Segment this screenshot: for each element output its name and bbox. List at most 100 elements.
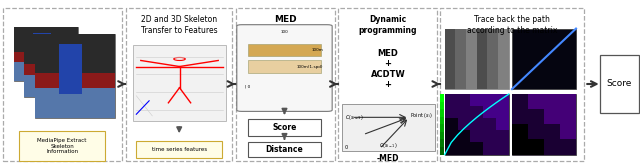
- Bar: [445, 106, 458, 118]
- Bar: [136, 141, 223, 158]
- Bar: [35, 34, 115, 118]
- Bar: [445, 29, 509, 89]
- Bar: [560, 124, 576, 139]
- Text: -MED: -MED: [376, 154, 399, 163]
- Bar: [470, 130, 483, 142]
- Bar: [248, 119, 321, 136]
- Bar: [560, 139, 576, 155]
- Bar: [440, 147, 444, 155]
- Bar: [470, 142, 483, 155]
- FancyBboxPatch shape: [600, 55, 639, 113]
- Bar: [24, 34, 88, 64]
- Text: Trace back the path
according to the matrix: Trace back the path according to the mat…: [467, 15, 557, 34]
- Text: MED
+
ACDTW
+: MED + ACDTW +: [371, 49, 405, 89]
- Bar: [483, 106, 496, 118]
- Bar: [440, 139, 444, 147]
- Bar: [512, 124, 528, 139]
- Bar: [496, 118, 509, 130]
- Bar: [440, 132, 444, 139]
- Text: $C(s_{i-1})$: $C(s_{i-1})$: [380, 141, 398, 150]
- FancyBboxPatch shape: [3, 8, 122, 161]
- Text: 2D and 3D Skeleton
Transfer to Features: 2D and 3D Skeleton Transfer to Features: [141, 15, 218, 34]
- Bar: [512, 94, 528, 109]
- Bar: [483, 130, 496, 142]
- Bar: [445, 94, 509, 155]
- Bar: [440, 124, 444, 132]
- Bar: [458, 94, 470, 106]
- Bar: [440, 102, 444, 109]
- Bar: [512, 109, 528, 124]
- Bar: [14, 27, 78, 52]
- FancyBboxPatch shape: [338, 8, 437, 161]
- Bar: [498, 29, 509, 89]
- Bar: [342, 104, 435, 151]
- Text: $C(s_{i-1})$: $C(s_{i-1})$: [345, 113, 364, 122]
- Bar: [248, 142, 321, 157]
- Bar: [248, 44, 321, 56]
- Text: 100: 100: [280, 30, 289, 34]
- Bar: [483, 142, 496, 155]
- FancyBboxPatch shape: [236, 8, 335, 161]
- Bar: [466, 29, 477, 89]
- Bar: [544, 109, 560, 124]
- Bar: [458, 106, 470, 118]
- Bar: [33, 33, 51, 66]
- Bar: [496, 142, 509, 155]
- Bar: [440, 94, 444, 102]
- Bar: [512, 29, 576, 89]
- Bar: [488, 29, 498, 89]
- Text: 0: 0: [345, 145, 348, 150]
- Text: MED: MED: [274, 15, 297, 24]
- Bar: [35, 73, 115, 88]
- Bar: [14, 62, 78, 81]
- Bar: [24, 64, 88, 75]
- Bar: [496, 94, 509, 106]
- Text: | 0: | 0: [245, 85, 250, 89]
- Bar: [470, 118, 483, 130]
- Bar: [477, 29, 488, 89]
- Bar: [445, 130, 458, 142]
- Bar: [483, 118, 496, 130]
- Bar: [133, 45, 226, 121]
- Bar: [44, 41, 61, 80]
- Bar: [458, 142, 470, 155]
- Text: Distance: Distance: [266, 145, 303, 154]
- Bar: [496, 106, 509, 118]
- Bar: [35, 88, 115, 118]
- Bar: [24, 34, 88, 97]
- Bar: [458, 130, 470, 142]
- Bar: [445, 142, 458, 155]
- Bar: [544, 124, 560, 139]
- Bar: [445, 118, 458, 130]
- Bar: [35, 34, 115, 73]
- Text: time series features: time series features: [152, 147, 207, 152]
- Bar: [496, 130, 509, 142]
- Text: Dynamic
programming: Dynamic programming: [358, 15, 417, 34]
- FancyBboxPatch shape: [126, 8, 232, 161]
- Bar: [24, 75, 88, 97]
- Bar: [528, 124, 544, 139]
- Bar: [528, 139, 544, 155]
- Bar: [440, 117, 444, 124]
- Bar: [470, 106, 483, 118]
- Bar: [512, 139, 528, 155]
- Text: Point $(s_i)$: Point $(s_i)$: [410, 111, 433, 120]
- Text: Score: Score: [272, 123, 297, 132]
- Text: 100m: 100m: [311, 48, 323, 52]
- Bar: [60, 44, 82, 94]
- Bar: [445, 94, 458, 106]
- Text: Score: Score: [607, 79, 632, 89]
- Bar: [19, 131, 105, 161]
- Bar: [248, 60, 321, 73]
- Bar: [560, 94, 576, 109]
- Bar: [528, 109, 544, 124]
- Bar: [14, 52, 78, 62]
- Bar: [14, 27, 78, 81]
- Bar: [528, 94, 544, 109]
- Text: MediaPipe Extract
Skeleton
Information: MediaPipe Extract Skeleton Information: [37, 138, 87, 154]
- Bar: [445, 29, 456, 89]
- Bar: [512, 94, 576, 155]
- Text: 100m(1-spd): 100m(1-spd): [297, 65, 323, 69]
- Bar: [544, 94, 560, 109]
- Bar: [483, 94, 496, 106]
